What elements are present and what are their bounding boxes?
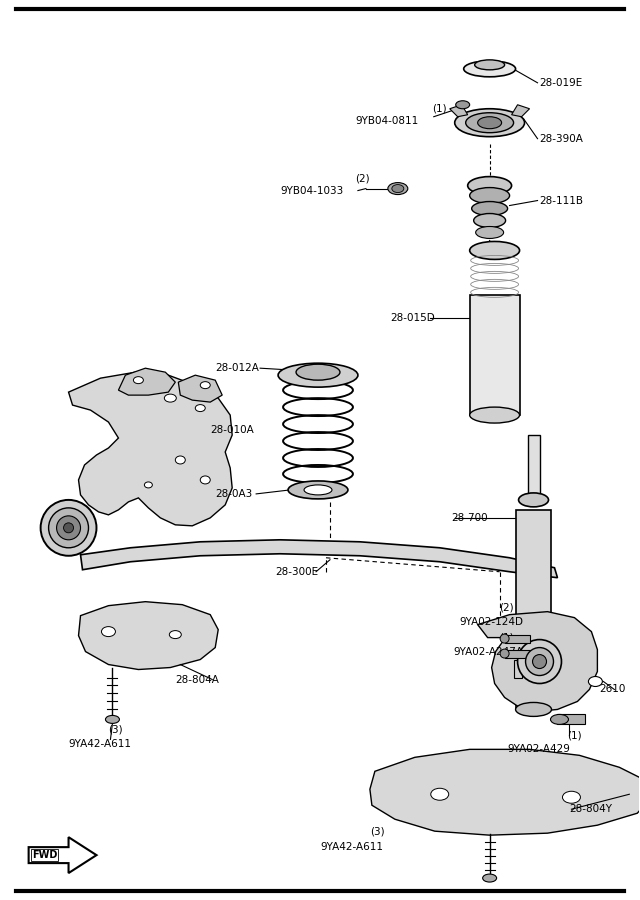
Text: (3): (3): [108, 724, 123, 734]
Text: (1): (1): [568, 731, 582, 741]
Ellipse shape: [516, 703, 552, 716]
Ellipse shape: [470, 187, 509, 203]
Text: FWD: FWD: [32, 850, 58, 860]
Text: 28-300E: 28-300E: [275, 567, 318, 577]
Text: 28-111B: 28-111B: [540, 195, 584, 205]
Ellipse shape: [532, 654, 547, 669]
Polygon shape: [118, 368, 175, 395]
Ellipse shape: [56, 516, 81, 540]
Ellipse shape: [145, 482, 152, 488]
Ellipse shape: [304, 485, 332, 495]
Polygon shape: [179, 375, 222, 402]
Ellipse shape: [63, 523, 74, 533]
Ellipse shape: [388, 183, 408, 194]
Ellipse shape: [518, 493, 548, 507]
Polygon shape: [370, 750, 640, 835]
Bar: [504, 634, 529, 643]
Text: 28-015D: 28-015D: [390, 313, 435, 323]
Ellipse shape: [195, 405, 205, 411]
Text: 28-390A: 28-390A: [540, 134, 584, 144]
Ellipse shape: [518, 640, 561, 683]
Ellipse shape: [456, 101, 470, 109]
Ellipse shape: [392, 184, 404, 193]
Text: 9YA42-A611: 9YA42-A611: [320, 842, 383, 852]
Text: (2): (2): [355, 174, 369, 184]
Text: 28-012A: 28-012A: [215, 364, 259, 374]
Polygon shape: [477, 612, 597, 711]
Ellipse shape: [483, 874, 497, 882]
Text: (2): (2): [500, 603, 514, 613]
Ellipse shape: [40, 500, 97, 556]
Ellipse shape: [102, 626, 115, 636]
Text: 28-010A: 28-010A: [210, 425, 254, 435]
Bar: [527, 435, 540, 500]
Text: 28-804Y: 28-804Y: [570, 805, 612, 814]
Ellipse shape: [49, 508, 88, 548]
Polygon shape: [29, 837, 97, 873]
Polygon shape: [81, 540, 557, 578]
Ellipse shape: [466, 112, 513, 132]
Ellipse shape: [164, 394, 176, 402]
Ellipse shape: [431, 788, 449, 800]
Text: 28-019E: 28-019E: [540, 77, 583, 88]
Ellipse shape: [106, 716, 120, 724]
Ellipse shape: [477, 117, 502, 129]
Polygon shape: [79, 602, 218, 670]
Ellipse shape: [454, 109, 525, 137]
Polygon shape: [450, 104, 468, 117]
Bar: [557, 715, 586, 724]
Ellipse shape: [475, 59, 504, 70]
Text: (3): (3): [370, 826, 385, 836]
Ellipse shape: [550, 715, 568, 724]
Ellipse shape: [464, 61, 516, 76]
Ellipse shape: [288, 481, 348, 499]
Text: (1): (1): [500, 633, 514, 643]
Ellipse shape: [474, 213, 506, 228]
Bar: [504, 650, 529, 658]
Ellipse shape: [588, 677, 602, 687]
Text: 2610: 2610: [600, 685, 626, 695]
Ellipse shape: [296, 364, 340, 380]
Polygon shape: [68, 373, 232, 526]
Ellipse shape: [500, 649, 509, 658]
Polygon shape: [511, 104, 529, 117]
Text: 9YA02-A429: 9YA02-A429: [508, 744, 570, 754]
Ellipse shape: [170, 631, 181, 639]
Ellipse shape: [500, 634, 509, 644]
Ellipse shape: [563, 791, 580, 803]
Bar: [516, 510, 552, 709]
Ellipse shape: [278, 364, 358, 387]
Text: 9YB04-1033: 9YB04-1033: [280, 185, 343, 195]
Ellipse shape: [476, 227, 504, 239]
Text: 9YA42-A611: 9YA42-A611: [68, 740, 132, 750]
Text: 9YA02-A247A: 9YA02-A247A: [454, 646, 524, 657]
Bar: [470, 295, 520, 415]
Text: 28-0A3: 28-0A3: [215, 489, 252, 499]
Text: 28-700: 28-700: [452, 513, 488, 523]
Ellipse shape: [470, 241, 520, 259]
Ellipse shape: [468, 176, 511, 194]
Ellipse shape: [133, 377, 143, 383]
Text: 28-804A: 28-804A: [175, 674, 219, 685]
Ellipse shape: [472, 202, 508, 215]
Ellipse shape: [525, 648, 554, 676]
Bar: [513, 660, 522, 678]
Text: 9YB04-0811: 9YB04-0811: [355, 116, 418, 126]
Ellipse shape: [175, 456, 186, 464]
Ellipse shape: [200, 476, 210, 484]
Text: (1): (1): [432, 104, 446, 113]
Text: 9YA02-124D: 9YA02-124D: [460, 616, 524, 626]
Ellipse shape: [200, 382, 210, 389]
Ellipse shape: [470, 407, 520, 423]
